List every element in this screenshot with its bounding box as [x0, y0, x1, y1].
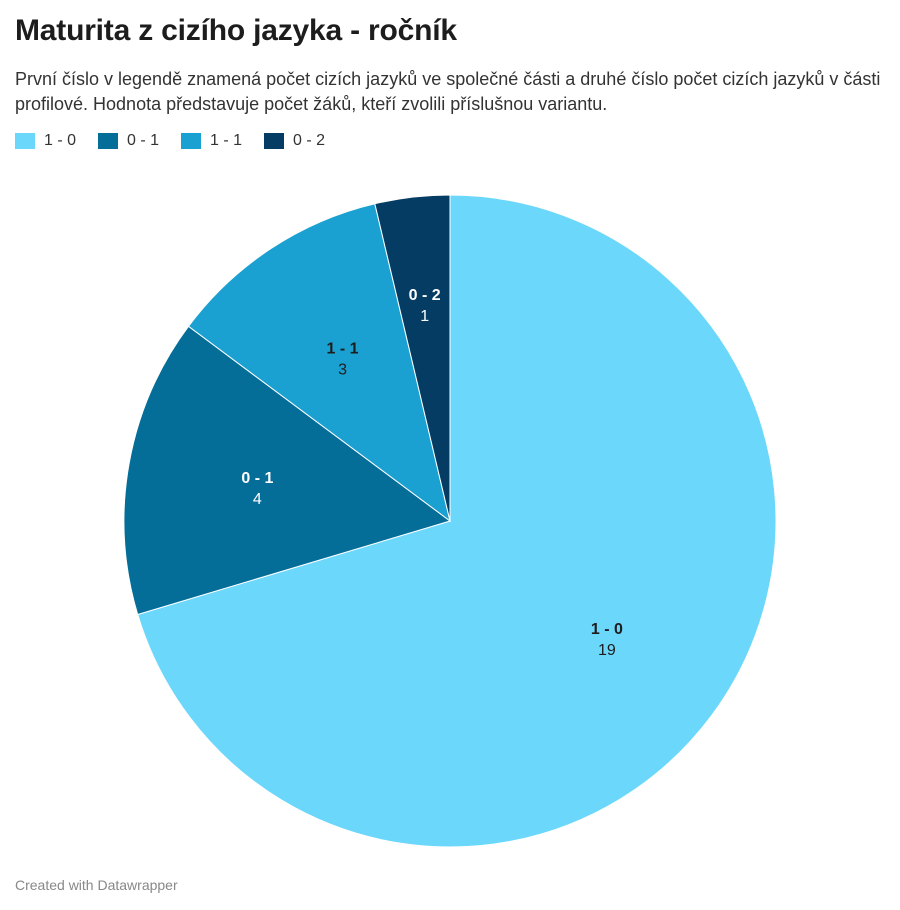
pie-slice-1-0 — [137, 194, 777, 848]
pie-slice-0-1 — [123, 325, 452, 616]
slice-value: 4 — [253, 491, 262, 508]
slice-label: 1 - 0 — [591, 621, 623, 638]
legend-label: 0 - 2 — [293, 132, 326, 149]
legend-item: 0 - 2 — [264, 132, 325, 150]
chart-subtitle: První číslo v legendě znamená počet cizí… — [15, 69, 881, 114]
pie-slice-0-2 — [374, 194, 451, 522]
slice-label: 1 - 1 — [327, 341, 359, 358]
legend-swatch — [15, 133, 35, 149]
legend-label: 1 - 0 — [44, 132, 77, 149]
pie-slice-1-1 — [187, 203, 451, 523]
legend-label: 1 - 1 — [210, 132, 243, 149]
chart-title: Maturita z cizího jazyka - ročník — [15, 14, 457, 47]
legend-label: 0 - 1 — [127, 132, 160, 149]
slice-value: 19 — [598, 642, 616, 659]
legend-item: 0 - 1 — [98, 132, 159, 150]
legend-swatch — [98, 133, 119, 149]
datawrapper-credit: Created with Datawrapper — [15, 877, 178, 893]
slice-value: 1 — [420, 308, 429, 325]
legend-item: 1 - 0 — [15, 132, 76, 150]
legend-swatch — [264, 133, 285, 149]
legend: 1 - 0 0 - 1 1 - 1 0 - 2 — [15, 130, 347, 152]
slice-label: 0 - 2 — [409, 287, 441, 304]
slice-label: 0 - 1 — [241, 470, 273, 487]
legend-swatch — [181, 133, 202, 149]
legend-item: 1 - 1 — [181, 132, 242, 150]
slice-value: 3 — [338, 362, 347, 379]
